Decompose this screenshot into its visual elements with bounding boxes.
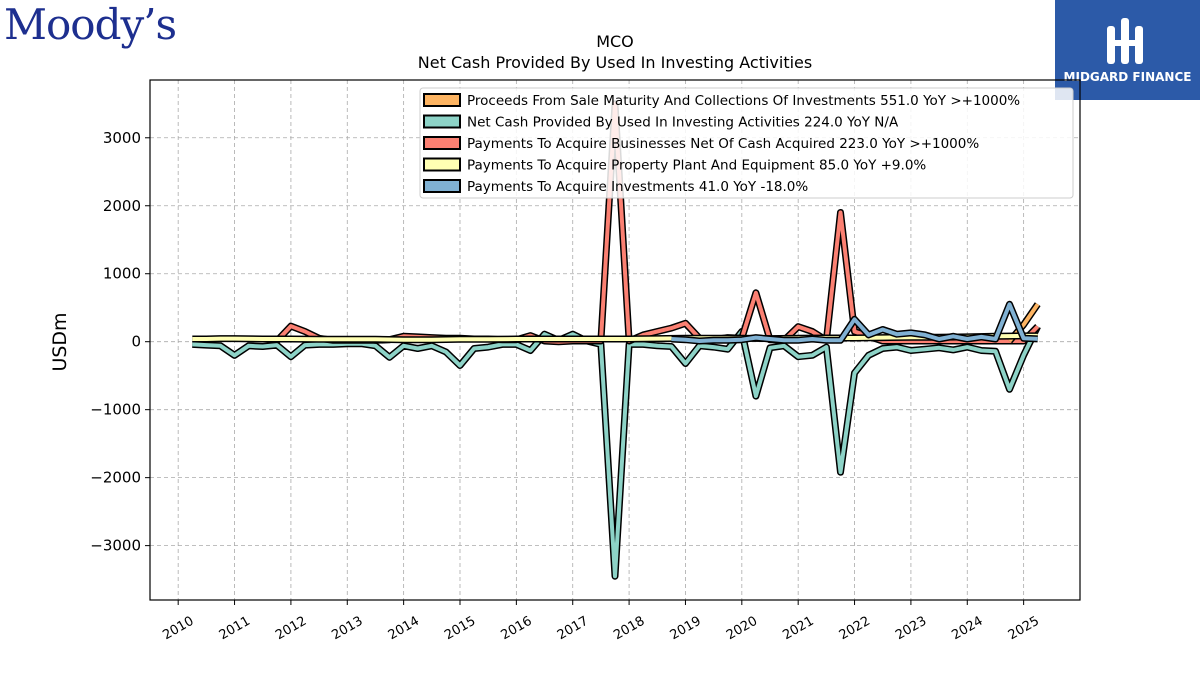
x-tick-label: 2017 [555,614,591,644]
x-tick-label: 2023 [893,614,929,644]
legend-swatch-net_cash [423,114,461,129]
x-tick-label: 2019 [668,614,704,644]
legend-label-proceeds: Proceeds From Sale Maturity And Collecti… [467,93,1020,109]
x-tick-label: 2014 [386,614,422,644]
series-net_cash [192,324,1041,580]
y-tick-label: −1000 [90,401,141,419]
plot-frame [149,79,1081,601]
x-tick-label: 2011 [217,614,253,644]
series-ppe-line [192,333,1038,342]
legend-swatch-investments [423,179,461,193]
legend-box [419,87,1074,199]
midgard-finance-wordmark: MIDGARD FINANCE [1063,70,1192,84]
x-tick-label: 2020 [724,614,760,644]
x-tick-label: 2012 [273,614,309,644]
x-tick-label: 2022 [837,614,873,644]
series-net_cash-line [192,325,1040,579]
midgard-mark-icon [1107,18,1143,64]
series-investments-line [671,302,1038,343]
legend-label-net_cash: Net Cash Provided By Used In Investing A… [467,115,899,131]
y-tick-label: 0 [131,333,141,351]
x-tick-label: 2018 [611,614,647,644]
x-tick-label: 2016 [499,614,535,644]
y-tick-label: 1000 [103,265,141,283]
legend-swatch-acquire_businesses [423,136,461,150]
x-tick-label: 2015 [442,614,478,644]
x-tick-label: 2024 [949,614,985,644]
x-tick-label: 2021 [780,614,816,644]
legend-swatch-proceeds [423,93,461,107]
chart-subtitle: Net Cash Provided By Used In Investing A… [418,53,812,72]
x-tick-label: 2025 [1006,614,1042,644]
legend-label-ppe: Payments To Acquire Property Plant And E… [467,158,926,174]
chart-title: MCO [596,32,634,51]
series-ppe [192,332,1038,344]
y-tick-label: 2000 [103,197,141,215]
moodys-logo: Moody’s [4,0,177,49]
y-axis-label: USDm [49,312,71,371]
y-tick-label: −3000 [90,537,141,555]
series-investments [671,300,1038,345]
series-lines [192,100,1041,580]
x-tick-label: 2013 [329,614,365,644]
x-tick-label: 2010 [160,614,196,644]
legend-swatch-ppe [423,157,461,172]
y-tick-label: −2000 [90,469,141,487]
midgard-finance-logo: MIDGARD FINANCE [1055,0,1200,100]
y-tick-label: 3000 [103,129,141,147]
legend-label-acquire_businesses: Payments To Acquire Businesses Net Of Ca… [467,136,979,152]
legend: Proceeds From Sale Maturity And Collecti… [419,87,1074,199]
legend-label-investments: Payments To Acquire Investments 41.0 YoY… [467,179,808,195]
